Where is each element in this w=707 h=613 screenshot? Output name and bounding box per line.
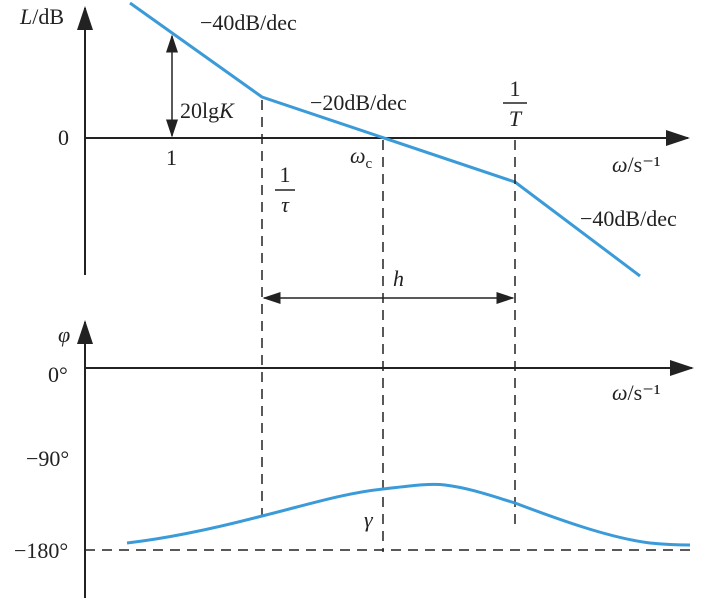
corner-low-num: 1 — [280, 162, 291, 187]
slope-mid: −20dB/dec — [310, 90, 407, 115]
crossover-label: ωc — [350, 143, 373, 172]
slope-high: −40dB/dec — [580, 206, 677, 231]
phase-x-label: ω/s⁻¹ — [612, 380, 660, 405]
margin-label: γ — [364, 507, 374, 532]
magnitude-zero: 0 — [58, 125, 69, 150]
corner-high-den: T — [509, 106, 523, 131]
magnitude-x-label: ω/s⁻¹ — [612, 152, 660, 177]
corner-low-den: τ — [281, 192, 290, 217]
phase-y-label: φ — [58, 322, 70, 347]
magnitude-y-label: L/dB — [19, 4, 64, 29]
width-label: h — [393, 266, 404, 291]
one-label: 1 — [166, 145, 177, 170]
phase-minus180: −180° — [14, 538, 68, 563]
slope-low: −40dB/dec — [200, 10, 297, 35]
magnitude-curve — [129, 1, 641, 278]
gain-label: 20lgK — [180, 98, 235, 123]
phase-zero: 0° — [48, 362, 68, 387]
corner-high-num: 1 — [510, 76, 521, 101]
phase-curve — [126, 482, 691, 547]
phase-minus90: −90° — [26, 446, 69, 471]
